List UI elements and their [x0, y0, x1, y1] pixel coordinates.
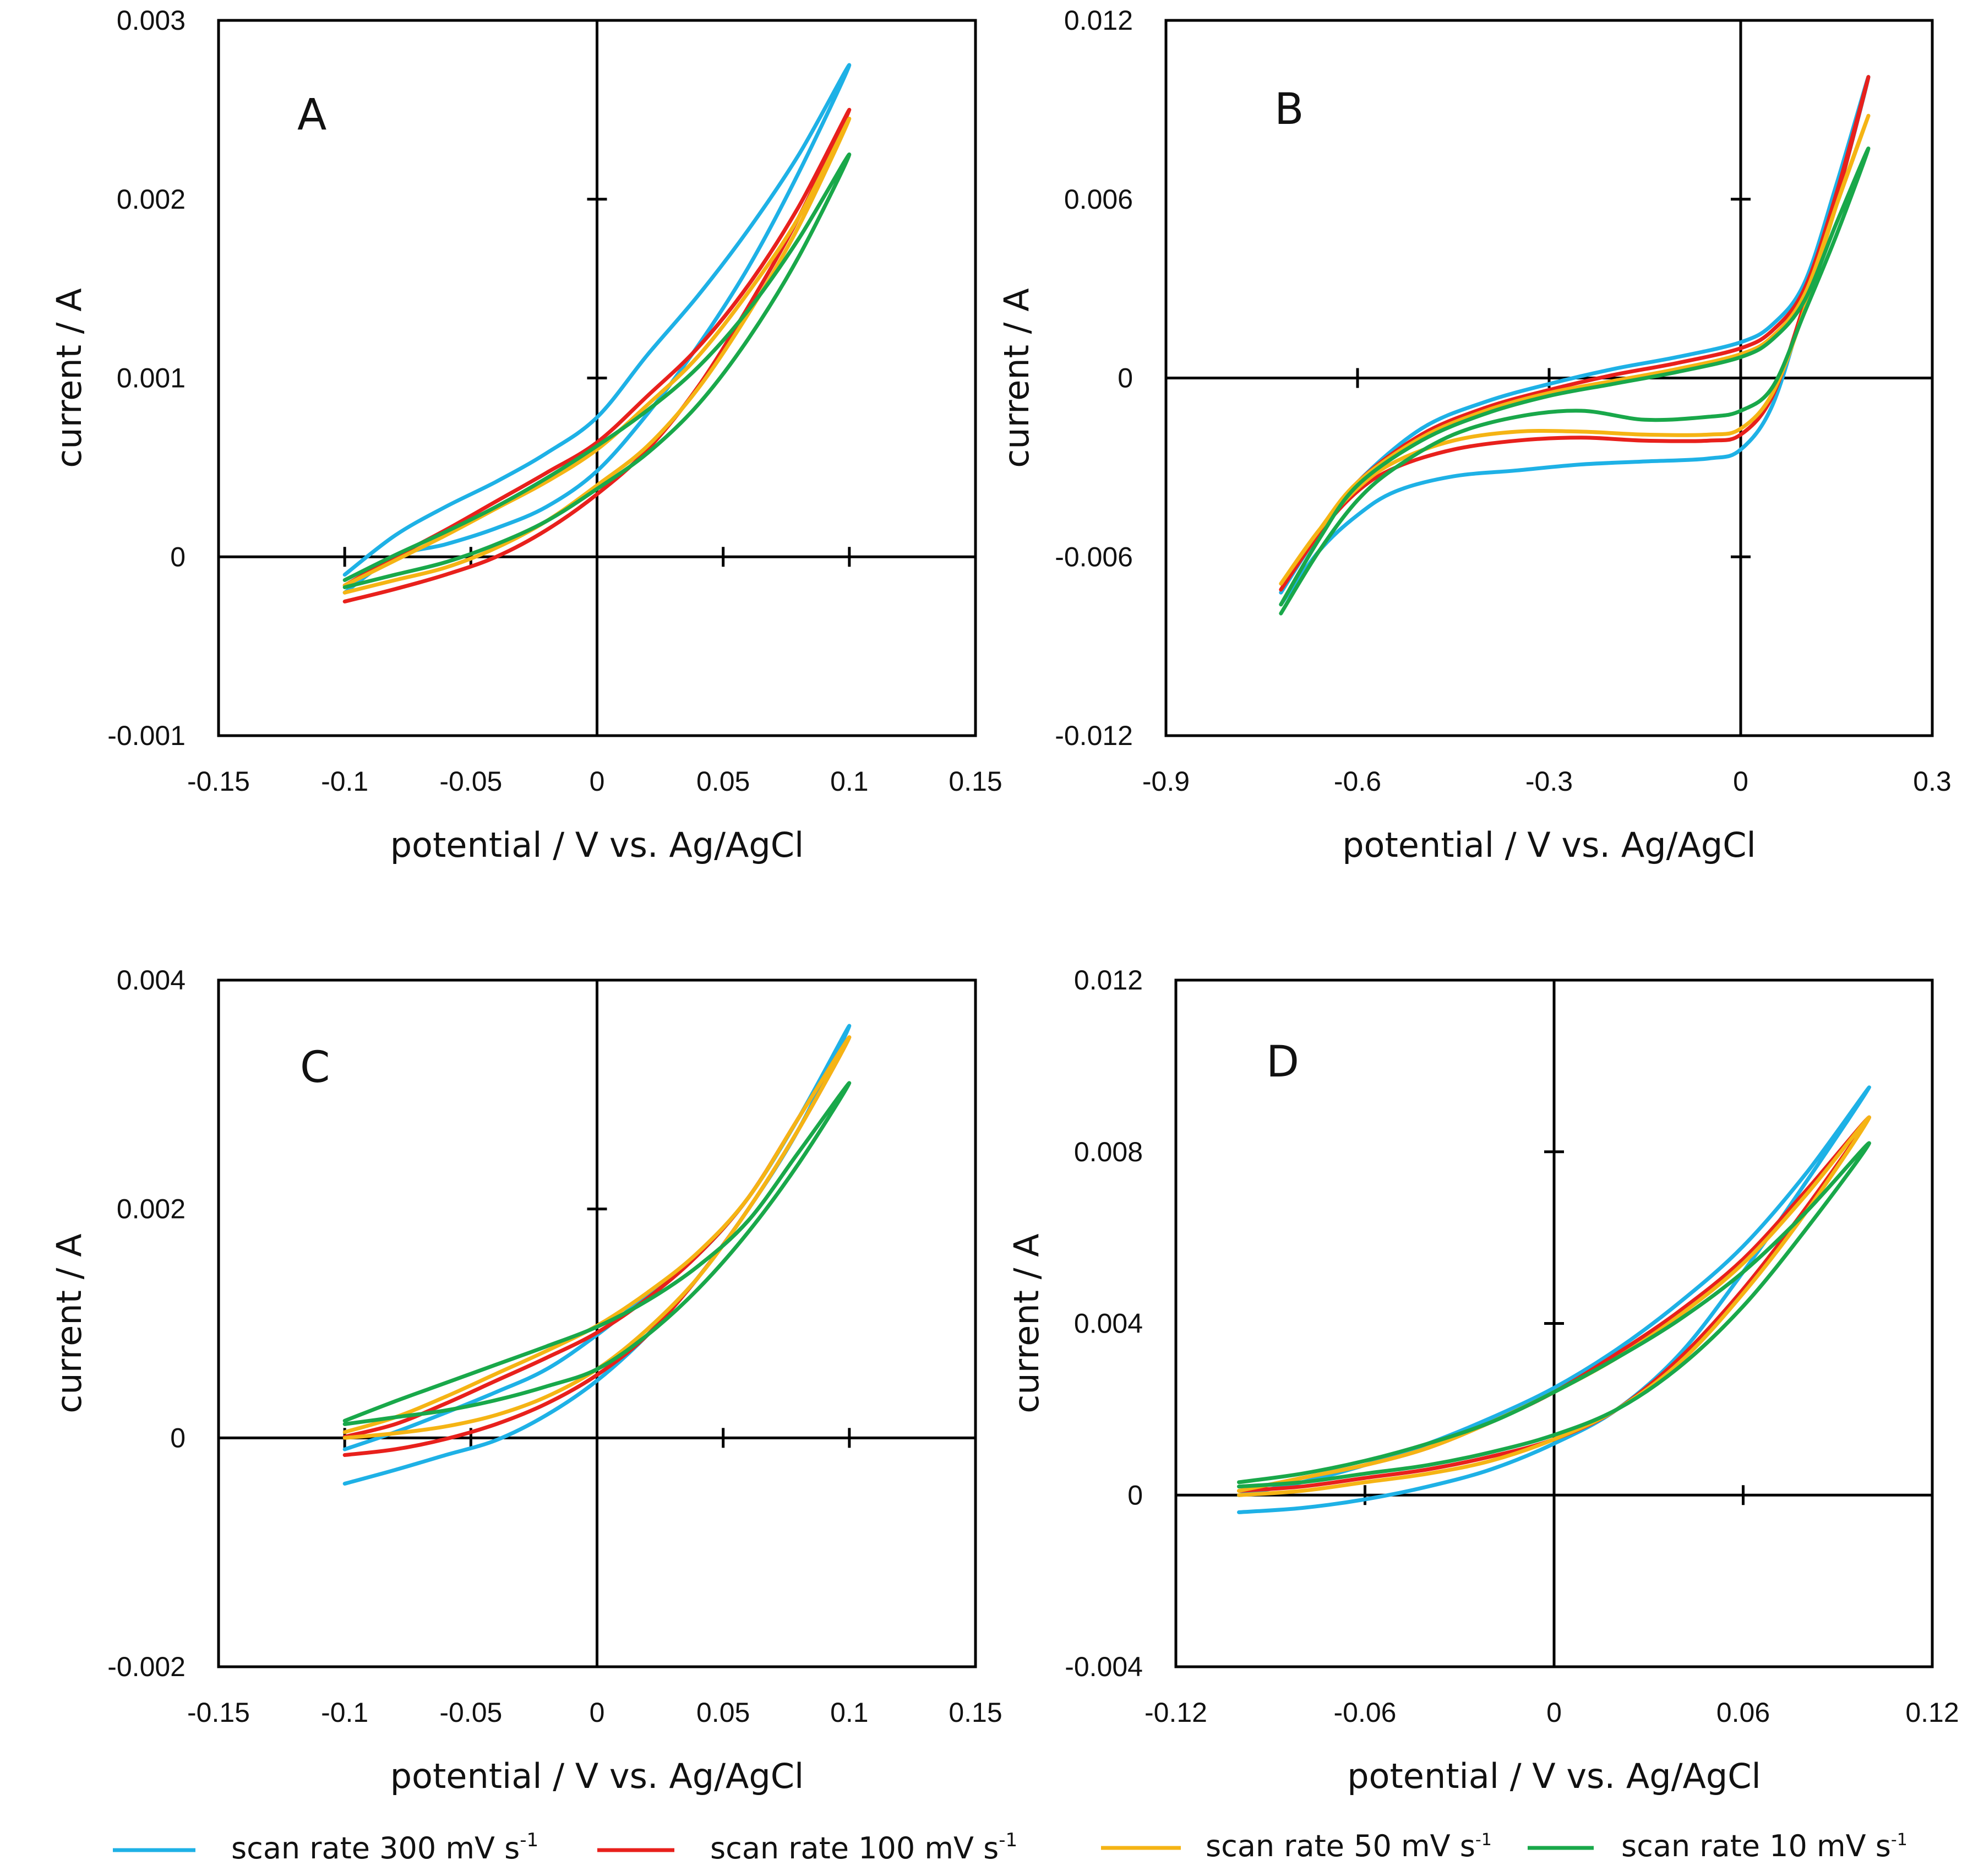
x-tick-label: -0.05: [439, 1697, 502, 1728]
x-tick-label: 0: [1733, 766, 1748, 797]
y-tick-label: 0.001: [117, 363, 186, 394]
series-line: [1237, 1141, 1871, 1489]
series-line: [342, 1035, 852, 1440]
x-tick-label: -0.9: [1142, 766, 1190, 797]
series-line: [1279, 146, 1871, 616]
y-tick-label: 0: [1118, 363, 1133, 394]
panel-label: C: [300, 1043, 330, 1092]
y-tick-label: -0.012: [1055, 720, 1133, 751]
panel-C: -0.15 -0.1 -0.05 0 0.05 0.1 0.15 -0.002 0 0.002 0.…: [49, 965, 1002, 1796]
y-axis-title: current / A: [996, 288, 1037, 467]
legend-item: scan rate 100 mV s-1: [597, 1829, 1017, 1866]
y-tick-label: -0.001: [107, 720, 186, 751]
y-axis-title: current / A: [1006, 1233, 1047, 1413]
y-tick-label: 0.012: [1064, 5, 1133, 36]
x-axis-title: potential / V vs. Ag/AgCl: [1342, 825, 1756, 865]
y-tick-label: 0: [170, 541, 186, 572]
y-tick-label: 0.004: [1074, 1308, 1143, 1339]
legend-item: scan rate 300 mV s-1: [113, 1829, 538, 1866]
legend-item: scan rate 10 mV s-1: [1528, 1829, 1908, 1863]
x-tick-label: 0: [1546, 1697, 1562, 1728]
x-tick-label: 0.12: [1905, 1697, 1959, 1728]
legend-label: scan rate 10 mV s-1: [1621, 1829, 1908, 1863]
y-tick-label: 0: [170, 1422, 186, 1453]
x-tick-label: 0.1: [830, 1697, 869, 1728]
y-tick-label: 0.002: [117, 1194, 186, 1225]
y-tick-label: 0.002: [117, 184, 186, 215]
legend-label: scan rate 100 mV s-1: [710, 1829, 1017, 1866]
x-tick-label: -0.1: [321, 766, 368, 797]
x-tick-label: 0.05: [696, 766, 750, 797]
series-line: [342, 1024, 852, 1486]
y-axis-title: current / A: [49, 1233, 89, 1413]
panel-label: B: [1274, 85, 1304, 134]
series-line: [342, 107, 852, 603]
panel-label: D: [1266, 1037, 1299, 1087]
x-tick-label: -0.15: [187, 766, 250, 797]
series-line: [1279, 113, 1871, 586]
x-tick-label: -0.3: [1525, 766, 1573, 797]
y-tick-label: -0.002: [107, 1651, 186, 1682]
legend-label: scan rate 50 mV s-1: [1206, 1829, 1492, 1863]
panel-A: -0.15 -0.1 -0.05 0 0.05 0.1 0.15 -0.001 0 0.001 0.…: [49, 5, 1002, 865]
x-axis-title: potential / V vs. Ag/AgCl: [390, 825, 804, 865]
x-tick-label: -0.6: [1334, 766, 1381, 797]
x-tick-label: 0.1: [830, 766, 869, 797]
y-tick-label: 0.004: [117, 965, 186, 996]
legend-label-sup: -1: [999, 1829, 1017, 1851]
y-tick-label: -0.004: [1065, 1651, 1143, 1682]
series-line: [1237, 1085, 1871, 1514]
panel-B: -0.9 -0.6 -0.3 0 0.3 -0.012 -0.006 0 0.006 0.012 p…: [996, 5, 1952, 865]
x-axis-title: potential / V vs. Ag/AgCl: [390, 1756, 804, 1796]
x-axis-title: potential / V vs. Ag/AgCl: [1347, 1756, 1761, 1796]
x-tick-label: 0: [590, 766, 605, 797]
x-tick-label: 0.15: [949, 766, 1002, 797]
legend: scan rate 300 mV s-1 scan rate 100 mV s-…: [113, 1829, 1908, 1866]
series-line: [342, 1081, 852, 1426]
x-tick-label: -0.1: [321, 1697, 368, 1728]
x-tick-label: -0.15: [187, 1697, 250, 1728]
series-line: [342, 153, 852, 589]
y-axis-title: current / A: [49, 288, 89, 467]
x-tick-label: 0: [590, 1697, 605, 1728]
series-line: [342, 63, 852, 595]
y-tick-label: 0.003: [117, 5, 186, 36]
y-tick-label: -0.006: [1055, 541, 1133, 572]
panel-D: -0.12 -0.06 0 0.06 0.12 -0.004 0 0.004 0.008 0.01…: [1006, 965, 1959, 1796]
x-tick-label: -0.06: [1334, 1697, 1397, 1728]
series-line: [1279, 75, 1871, 592]
legend-label-sup: -1: [1891, 1830, 1908, 1850]
panels: -0.15 -0.1 -0.05 0 0.05 0.1 0.15 -0.001 0 0.001 0.…: [49, 5, 1959, 1796]
legend-label-sup: -1: [1475, 1830, 1492, 1850]
legend-label: scan rate 300 mV s-1: [231, 1829, 538, 1866]
y-tick-label: 0.008: [1074, 1137, 1143, 1167]
legend-item: scan rate 50 mV s-1: [1101, 1829, 1492, 1863]
x-tick-label: 0.06: [1716, 1697, 1770, 1728]
x-tick-label: -0.05: [439, 766, 502, 797]
legend-label-sup: -1: [520, 1829, 538, 1851]
x-tick-label: 0.05: [696, 1697, 750, 1728]
y-tick-label: 0.006: [1064, 184, 1133, 215]
x-tick-label: -0.12: [1144, 1697, 1207, 1728]
y-tick-label: 0: [1127, 1480, 1143, 1510]
x-tick-label: 0.3: [1913, 766, 1952, 797]
y-tick-label: 0.012: [1074, 965, 1143, 996]
x-tick-label: 0.15: [949, 1697, 1002, 1728]
panel-label: A: [297, 90, 326, 140]
